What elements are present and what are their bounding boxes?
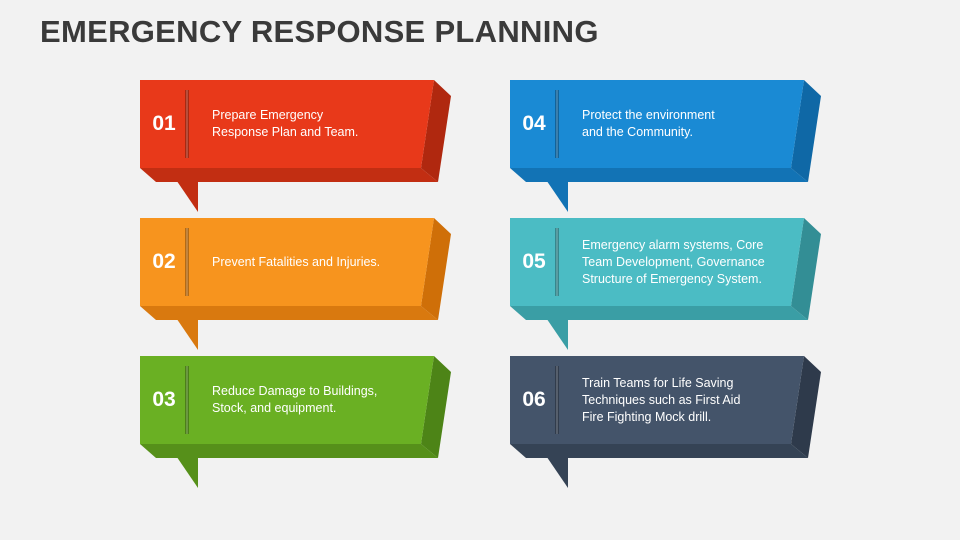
callout-front-face <box>140 218 434 306</box>
step-card-05: 05 Emergency alarm systems, Core Team Dev… <box>510 218 830 358</box>
step-number: 03 <box>152 388 176 411</box>
step-card-02: 02 Prevent Fatalities and Injuries. <box>140 218 460 358</box>
step-text: Train Teams for Life Saving Techniques s… <box>582 356 804 444</box>
page-title: EMERGENCY RESPONSE PLANNING <box>40 14 599 49</box>
step-card-06: 06 Train Teams for Life Saving Techniques… <box>510 356 830 496</box>
step-text-content: Prepare Emergency Response Plan and Team… <box>212 108 359 139</box>
step-text-content: Reduce Damage to Buildings, Stock, and e… <box>212 384 378 415</box>
callout-side-face <box>421 80 451 182</box>
step-text-content: Prevent Fatalities and Injuries. <box>212 254 381 269</box>
callout-shape <box>140 218 451 350</box>
divider-line <box>556 366 558 434</box>
callout-bottom-face <box>140 306 438 320</box>
step-text: Emergency alarm systems, Core Team Devel… <box>582 218 804 306</box>
callout-tail <box>168 168 198 212</box>
callout-bottom-face <box>510 306 808 320</box>
callout-shape <box>140 80 451 212</box>
step-number: 05 <box>522 250 546 273</box>
callout-side-face <box>791 356 821 458</box>
callout-front-face <box>510 80 804 168</box>
callout-tail <box>168 306 198 350</box>
step-text-content: Protect the environment and the Communit… <box>582 108 715 139</box>
divider-line <box>556 90 558 158</box>
divider-line <box>556 228 558 296</box>
divider-shadow <box>555 90 559 158</box>
callout-tail <box>538 444 568 488</box>
callout-tail <box>538 306 568 350</box>
step-text-content: Emergency alarm systems, Core Team Devel… <box>582 237 765 286</box>
divider-line <box>186 366 188 434</box>
divider-shadow <box>185 366 189 434</box>
callout-shape <box>510 80 821 212</box>
callout-tail <box>168 444 198 488</box>
divider-line <box>186 228 188 296</box>
step-card-01: 01 Prepare Emergency Response Plan and Te… <box>140 80 460 220</box>
divider-shadow <box>555 366 559 434</box>
callout-shape <box>510 218 821 350</box>
callout-side-face <box>791 218 821 320</box>
callout-side-face <box>421 356 451 458</box>
callout-front-face <box>510 218 804 306</box>
callout-bottom-face <box>140 444 438 458</box>
divider-shadow <box>555 228 559 296</box>
callout-side-face <box>791 80 821 182</box>
callout-side-face <box>421 218 451 320</box>
callout-bottom-face <box>140 168 438 182</box>
divider-shadow <box>185 228 189 296</box>
step-number: 06 <box>522 388 546 411</box>
step-text-content: Train Teams for Life Saving Techniques s… <box>582 375 741 424</box>
callout-front-face <box>510 356 804 444</box>
divider-shadow <box>185 90 189 158</box>
step-number: 04 <box>522 112 546 135</box>
callout-bottom-face <box>510 444 808 458</box>
callout-front-face <box>140 80 434 168</box>
step-card-03: 03 Reduce Damage to Buildings, Stock, and… <box>140 356 460 496</box>
callout-tail <box>538 168 568 212</box>
step-number: 01 <box>152 112 176 135</box>
callout-front-face <box>140 356 434 444</box>
step-text: Protect the environment and the Communit… <box>582 80 804 168</box>
divider-line <box>186 90 188 158</box>
callout-shape <box>140 356 451 488</box>
callout-shape <box>510 356 821 488</box>
step-number: 02 <box>152 250 176 273</box>
callout-bottom-face <box>510 168 808 182</box>
step-text: Prevent Fatalities and Injuries. <box>212 218 434 306</box>
step-text: Prepare Emergency Response Plan and Team… <box>212 80 434 168</box>
step-text: Reduce Damage to Buildings, Stock, and e… <box>212 356 434 444</box>
step-card-04: 04 Protect the environment and the Commun… <box>510 80 830 220</box>
